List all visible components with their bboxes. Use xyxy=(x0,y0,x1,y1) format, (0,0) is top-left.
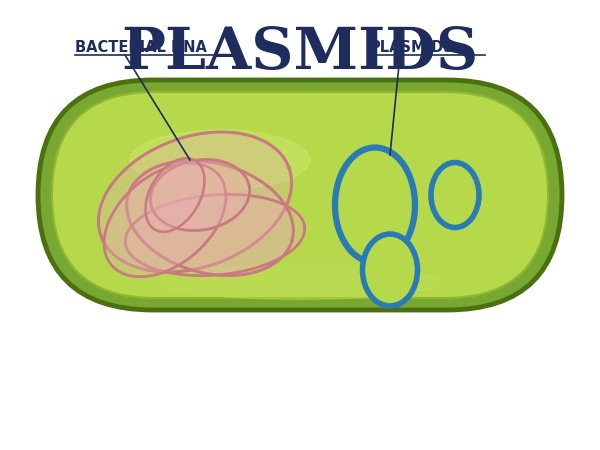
Ellipse shape xyxy=(130,130,310,190)
Ellipse shape xyxy=(431,162,479,228)
FancyBboxPatch shape xyxy=(38,80,562,310)
Polygon shape xyxy=(127,161,293,275)
Polygon shape xyxy=(146,158,205,232)
Ellipse shape xyxy=(335,148,415,262)
Ellipse shape xyxy=(160,265,440,300)
Ellipse shape xyxy=(362,234,418,306)
Polygon shape xyxy=(151,159,250,230)
Polygon shape xyxy=(125,194,305,275)
Text: PLASMIDS: PLASMIDS xyxy=(121,25,479,81)
FancyBboxPatch shape xyxy=(52,92,548,298)
Polygon shape xyxy=(98,132,292,272)
Text: PLASMIDS: PLASMIDS xyxy=(370,40,455,55)
Polygon shape xyxy=(104,163,226,277)
Text: BACTERIAL DNA: BACTERIAL DNA xyxy=(75,40,207,55)
